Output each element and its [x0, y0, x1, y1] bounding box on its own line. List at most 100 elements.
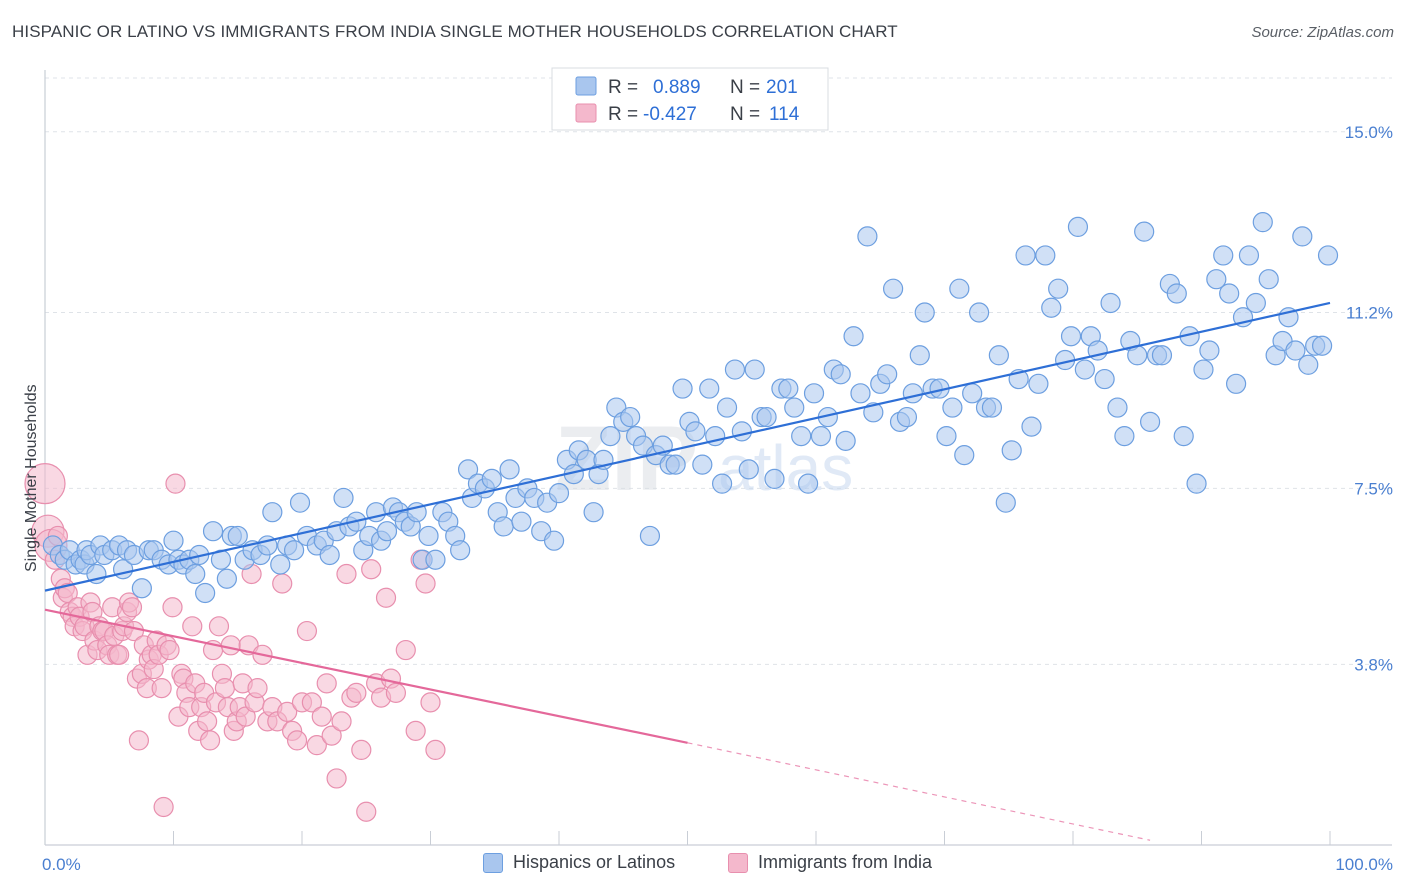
tick-labels: 3.8% 7.5% 11.2% 15.0% 0.0% 100.0%: [42, 123, 1393, 874]
legend-item-hispanics: Hispanics or Latinos: [483, 852, 675, 873]
legend-label: Immigrants from India: [758, 852, 933, 872]
legend-n-label: N =: [730, 104, 760, 125]
trend-line: [44, 301, 1331, 592]
data-point: [351, 739, 372, 761]
data-point: [336, 563, 357, 585]
data-point: [286, 730, 308, 751]
top-legend: R = 0.889 N = 201 R = -0.427 N = 114: [551, 67, 829, 131]
data-point: [165, 473, 186, 494]
data-point: [277, 701, 298, 722]
data-point: [159, 639, 180, 661]
data-point: [988, 345, 1009, 366]
legend-n-value: 114: [769, 104, 800, 125]
data-point: [1166, 283, 1187, 304]
legend-swatch-pink: [575, 103, 597, 123]
data-point: [1238, 245, 1260, 266]
axes: [44, 70, 1392, 846]
data-point: [797, 473, 819, 494]
data-point: [1035, 245, 1056, 266]
y-tick-label: 11.2%: [1346, 303, 1393, 322]
data-point: [121, 597, 143, 618]
data-point: [1193, 359, 1214, 380]
legend-r-value: -0.427: [643, 104, 697, 125]
data-point: [395, 639, 416, 661]
legend-r-value: 0.889: [653, 77, 701, 98]
data-point: [272, 573, 293, 594]
data-point: [1139, 411, 1161, 432]
data-point: [128, 730, 150, 751]
data-point: [333, 487, 354, 509]
trendlines: [44, 301, 1331, 841]
data-point: [346, 682, 367, 703]
data-point: [731, 421, 752, 442]
data-point: [1067, 216, 1089, 238]
data-point: [914, 302, 935, 323]
data-point: [375, 587, 397, 608]
data-point: [1021, 416, 1042, 437]
x-tick-label: 100.0%: [1335, 855, 1393, 874]
data-point: [1041, 297, 1062, 318]
data-point: [600, 426, 621, 447]
data-point: [481, 468, 502, 489]
data-point: [692, 454, 713, 475]
data-point: [620, 406, 641, 428]
data-point: [830, 364, 851, 385]
legend-label: Hispanics or Latinos: [513, 852, 676, 872]
data-point: [185, 563, 206, 585]
data-point: [283, 540, 305, 561]
data-point: [1186, 473, 1207, 494]
data-point: [163, 530, 184, 551]
data-point: [356, 801, 377, 822]
y-tick-label: 3.8%: [1354, 655, 1393, 674]
data-point: [182, 616, 203, 637]
data-point: [1151, 345, 1173, 366]
data-point: [499, 459, 520, 480]
legend-item-india: Immigrants from India: [728, 852, 932, 873]
data-point: [331, 711, 352, 732]
data-point: [220, 635, 241, 656]
data-point: [699, 378, 720, 399]
data-point: [385, 682, 407, 703]
bottom-legend: Hispanics or Latinos Immigrants from Ind…: [0, 852, 1406, 878]
data-point: [1317, 245, 1339, 266]
data-point: [835, 430, 856, 451]
data-point: [270, 554, 291, 575]
data-point: [1245, 292, 1266, 314]
data-point: [326, 768, 347, 789]
data-point: [942, 397, 963, 418]
data-point: [511, 511, 532, 532]
data-point: [131, 578, 152, 599]
data-point: [197, 711, 218, 732]
data-point: [863, 402, 884, 423]
data-point: [936, 426, 957, 447]
data-point: [1292, 226, 1313, 247]
y-tick-label: 15.0%: [1345, 123, 1393, 142]
data-point: [289, 492, 311, 513]
data-point: [227, 525, 248, 547]
data-point: [1213, 245, 1234, 266]
watermark: ZIP atlas: [555, 408, 853, 510]
data-point: [1114, 426, 1135, 447]
data-point: [1173, 426, 1194, 447]
data-point: [1258, 269, 1279, 290]
data-point: [1015, 245, 1036, 266]
data-point: [843, 326, 864, 347]
data-point: [672, 378, 693, 399]
data-point: [1100, 292, 1121, 314]
data-point: [1134, 221, 1155, 242]
data-point: [425, 739, 446, 761]
legend-swatch-pink: [728, 852, 748, 873]
data-point: [724, 359, 746, 380]
data-point: [1285, 340, 1306, 361]
data-point: [493, 516, 514, 537]
data-point: [457, 459, 479, 480]
data-point: [420, 692, 441, 713]
legend-r-label: R =: [608, 104, 638, 125]
legend-r-label: R =: [608, 77, 638, 98]
data-point: [810, 426, 832, 447]
data-point: [583, 502, 604, 523]
data-point: [415, 573, 436, 594]
legend-swatch-blue: [575, 76, 597, 96]
data-point: [321, 725, 342, 746]
data-point: [199, 730, 221, 751]
